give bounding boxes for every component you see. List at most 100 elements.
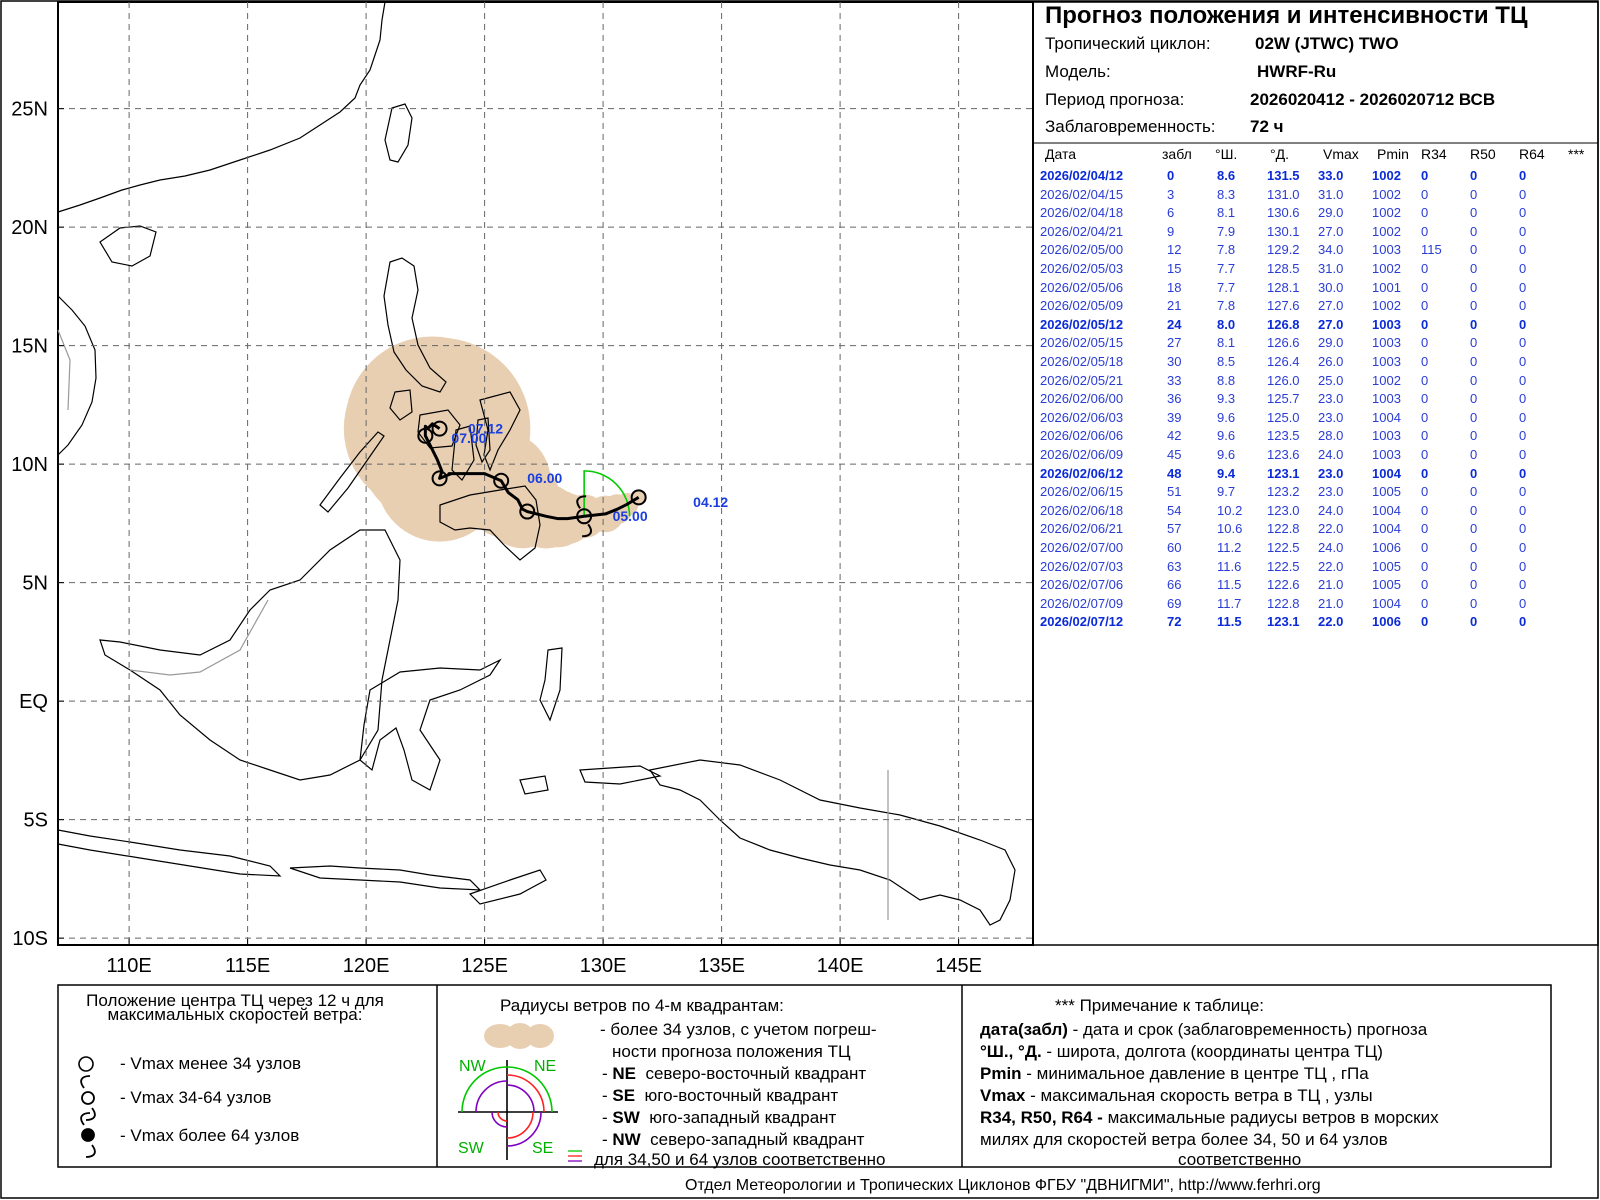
track-position-marker bbox=[493, 472, 510, 489]
storm-icon bbox=[80, 1075, 96, 1121]
table-cell-r64: 0 bbox=[1519, 354, 1527, 369]
lead-value: 72 ч bbox=[1250, 117, 1284, 136]
legend-frame bbox=[57, 984, 1552, 1168]
table-cell-pmin: 1005 bbox=[1372, 577, 1401, 593]
table-cell-lat: 9.6 bbox=[1217, 409, 1236, 425]
center-legend-item-3: - Vmax более 64 узлов bbox=[120, 1126, 300, 1145]
table-cell-vmax: 23.0 bbox=[1318, 391, 1344, 407]
table-cell-lead: 21 bbox=[1167, 298, 1182, 314]
table-cell-vmax: 21.0 bbox=[1318, 595, 1344, 611]
table-cell-pmin: 1003 bbox=[1372, 316, 1401, 332]
table-cell-lead: 30 bbox=[1167, 354, 1182, 369]
lon-label: 125E bbox=[461, 955, 508, 977]
table-cell-r64: 0 bbox=[1519, 577, 1527, 593]
quad-sw-line: - SW юго-западный квадрант bbox=[602, 1108, 837, 1127]
palawan bbox=[319, 431, 385, 513]
table-cell-lat: 7.7 bbox=[1217, 279, 1236, 295]
table-cell-vmax: 31.0 bbox=[1318, 186, 1344, 202]
period-label: Период прогноза: bbox=[1045, 90, 1185, 109]
table-cell-vmax: 22.0 bbox=[1318, 558, 1344, 574]
visayas bbox=[417, 409, 491, 481]
table-cell-pmin: 1006 bbox=[1372, 614, 1401, 630]
lon-label: 130E bbox=[580, 955, 627, 977]
table-cell-r50: 0 bbox=[1470, 372, 1478, 388]
table-cell-date: 2026/02/04/12 bbox=[1040, 168, 1124, 183]
col-pmin: Pmin bbox=[1377, 146, 1409, 162]
table-cell-lead: 15 bbox=[1167, 261, 1182, 276]
table-cell-date: 2026/02/07/06 bbox=[1040, 577, 1124, 593]
table-cell-r64: 0 bbox=[1519, 521, 1527, 537]
note-1: дата(забл) - дата и срок (заблаговременн… bbox=[980, 1020, 1427, 1040]
track-position-marker bbox=[417, 427, 434, 444]
col-date: Дата bbox=[1045, 146, 1077, 162]
table-cell-date: 2026/02/06/21 bbox=[1040, 521, 1124, 537]
table-cell-date: 2026/02/05/12 bbox=[1040, 316, 1124, 332]
table-cell-vmax: 31.0 bbox=[1318, 261, 1344, 276]
table-cell-lat: 8.3 bbox=[1217, 186, 1236, 202]
table-cell-r64: 0 bbox=[1519, 223, 1527, 239]
table-cell-date: 2026/02/04/21 bbox=[1040, 223, 1124, 239]
table-cell-lat: 11.6 bbox=[1217, 558, 1242, 574]
table-cell-vmax: 22.0 bbox=[1318, 521, 1344, 537]
quad-sw-code: SW bbox=[612, 1108, 640, 1127]
borders bbox=[57, 329, 889, 920]
table-cell-r34: 0 bbox=[1421, 540, 1429, 555]
table-cell-r64: 0 bbox=[1519, 502, 1527, 518]
table-cell-date: 2026/02/06/12 bbox=[1040, 465, 1124, 481]
table-cell-lat: 8.1 bbox=[1217, 205, 1236, 221]
table-cell-pmin: 1005 bbox=[1372, 484, 1401, 500]
table-cell-r34: 0 bbox=[1421, 502, 1429, 518]
table-cell-lat: 11.5 bbox=[1217, 614, 1242, 630]
table-cell-r64: 0 bbox=[1519, 484, 1527, 500]
col-lat: °Ш. bbox=[1215, 146, 1238, 162]
table-cell-lat: 9.7 bbox=[1217, 484, 1236, 500]
table-cell-r64: 0 bbox=[1519, 168, 1527, 183]
table-cell-vmax: 23.0 bbox=[1318, 465, 1344, 481]
table-cell-vmax: 25.0 bbox=[1318, 372, 1344, 388]
note-1-key: дата(забл) bbox=[980, 1020, 1068, 1039]
table-cell-pmin: 1003 bbox=[1372, 447, 1401, 462]
table-cell-lon: 129.2 bbox=[1267, 242, 1300, 258]
table-cell-pmin: 1006 bbox=[1372, 540, 1401, 555]
table-cell-lon: 125.0 bbox=[1267, 409, 1300, 425]
note-cont-1: милях для скоростей ветра более 34, 50 и… bbox=[980, 1130, 1388, 1149]
lead-label: Заблаговременность: bbox=[1045, 117, 1216, 136]
table-cell-lon: 126.0 bbox=[1267, 372, 1300, 388]
table-cell-lat: 11.7 bbox=[1217, 595, 1242, 611]
table-cell-lon: 123.1 bbox=[1267, 614, 1300, 630]
table-cell-r50: 0 bbox=[1470, 484, 1478, 500]
table-cell-date: 2026/02/05/00 bbox=[1040, 242, 1124, 258]
table-cell-lon: 130.1 bbox=[1267, 223, 1300, 239]
table-cell-r34: 0 bbox=[1421, 428, 1429, 444]
table-cell-r64: 0 bbox=[1519, 540, 1527, 555]
table-cell-lead: 66 bbox=[1167, 577, 1182, 593]
note-4-key: Vmax bbox=[980, 1086, 1026, 1105]
note-5: R34, R50, R64 - максимальные радиусы вет… bbox=[980, 1108, 1439, 1128]
table-cell-r34: 0 bbox=[1421, 614, 1429, 630]
table-cell-lead: 48 bbox=[1167, 465, 1182, 481]
table-cell-r64: 0 bbox=[1519, 205, 1527, 221]
table-cell-pmin: 1003 bbox=[1372, 391, 1401, 407]
table-cell-lon: 126.6 bbox=[1267, 335, 1300, 351]
table-cell-lead: 33 bbox=[1167, 372, 1182, 388]
lat-lon-grid bbox=[58, 2, 1033, 945]
lon-label: 140E bbox=[817, 955, 864, 977]
table-cell-vmax: 28.0 bbox=[1318, 428, 1344, 444]
table-cell-pmin: 1004 bbox=[1372, 465, 1401, 481]
table-cell-r64: 0 bbox=[1519, 242, 1527, 258]
lat-label: 15N bbox=[11, 336, 48, 358]
table-cell-r50: 0 bbox=[1470, 391, 1478, 407]
table-cell-date: 2026/02/05/15 bbox=[1040, 335, 1124, 351]
table-cell-lead: 12 bbox=[1167, 242, 1182, 258]
table-cell-lead: 45 bbox=[1167, 447, 1182, 462]
table-cell-lead: 6 bbox=[1167, 205, 1175, 221]
table-cell-date: 2026/02/07/03 bbox=[1040, 558, 1124, 574]
note-2: °Ш., °Д. - широта, долгота (координаты ц… bbox=[980, 1042, 1383, 1062]
table-cell-pmin: 1003 bbox=[1372, 335, 1401, 351]
table-cell-lon: 123.6 bbox=[1267, 447, 1300, 462]
table-cell-lat: 7.8 bbox=[1217, 242, 1236, 258]
lat-label: 20N bbox=[11, 217, 48, 239]
cyclone-value: 02W (JTWC) TWO bbox=[1255, 34, 1399, 53]
radii-legend-last: для 34,50 и 64 узлов соответственно bbox=[594, 1150, 886, 1169]
table-cell-pmin: 1002 bbox=[1372, 261, 1401, 276]
